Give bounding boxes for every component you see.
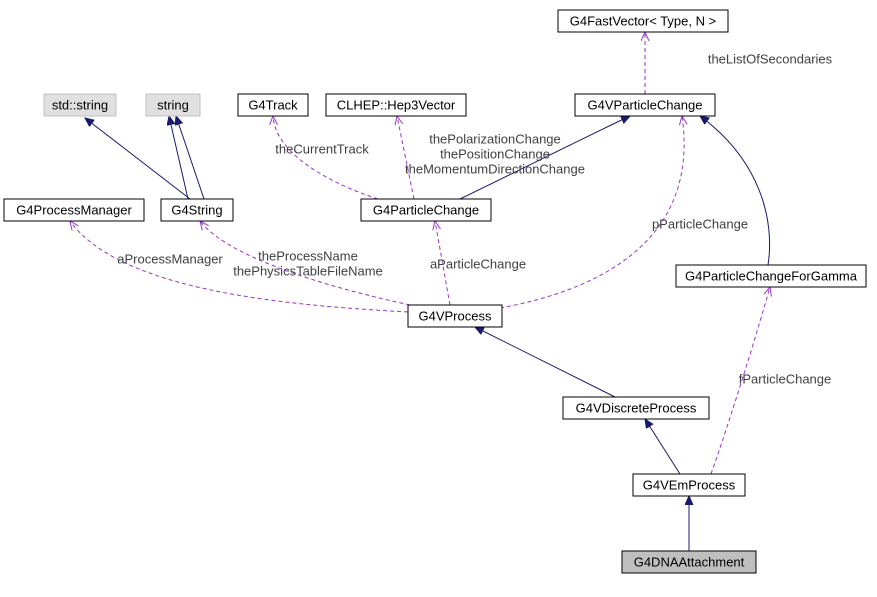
edge xyxy=(475,327,615,397)
node-label-g4vdiscreteprocess: G4VDiscreteProcess xyxy=(576,400,697,415)
node-label-g4vparticlechange: G4VParticleChange xyxy=(588,97,703,112)
node-label-g4track: G4Track xyxy=(248,97,298,112)
edge-label: theListOfSecondaries xyxy=(708,51,833,66)
node-label-g4fastvector: G4FastVector< Type, N > xyxy=(570,13,716,28)
node-label-g4pcforgamma: G4ParticleChangeForGamma xyxy=(685,268,858,283)
edge xyxy=(700,116,770,265)
edge-label: theMomentumDirectionChange xyxy=(405,161,585,176)
edge xyxy=(397,116,414,199)
edge-label: aParticleChange xyxy=(430,256,526,271)
edge-label: thePolarizationChange xyxy=(429,131,561,146)
edge-label: aProcessManager xyxy=(117,251,223,266)
edge xyxy=(85,118,190,199)
edge-label: thePositionChange xyxy=(440,146,550,161)
edge-label: fParticleChange xyxy=(739,371,832,386)
edge-label: theProcessName xyxy=(258,248,358,263)
edge xyxy=(273,116,378,199)
edge-label: theCurrentTrack xyxy=(275,141,369,156)
node-label-stdstring: std::string xyxy=(52,97,108,112)
collaboration-diagram: G4FastVector< Type, N >std::string string… xyxy=(0,0,877,597)
edge xyxy=(169,116,188,199)
edge-label: pParticleChange xyxy=(652,216,748,231)
edge-label: thePhysicsTableFileName xyxy=(233,263,383,278)
edge xyxy=(176,116,204,199)
node-label-g4vprocess: G4VProcess xyxy=(419,308,492,323)
node-label-hep3vector: CLHEP::Hep3Vector xyxy=(337,97,456,112)
node-label-g4processmanager: G4ProcessManager xyxy=(16,202,132,217)
node-label-g4particlechange: G4ParticleChange xyxy=(373,202,479,217)
node-label-g4vemprocess: G4VEmProcess xyxy=(643,477,736,492)
node-label-g4string: G4String xyxy=(171,202,222,217)
node-label-string: string xyxy=(157,97,189,112)
edge xyxy=(645,419,680,474)
node-label-g4dnaattachment: G4DNAAttachment xyxy=(634,554,745,569)
